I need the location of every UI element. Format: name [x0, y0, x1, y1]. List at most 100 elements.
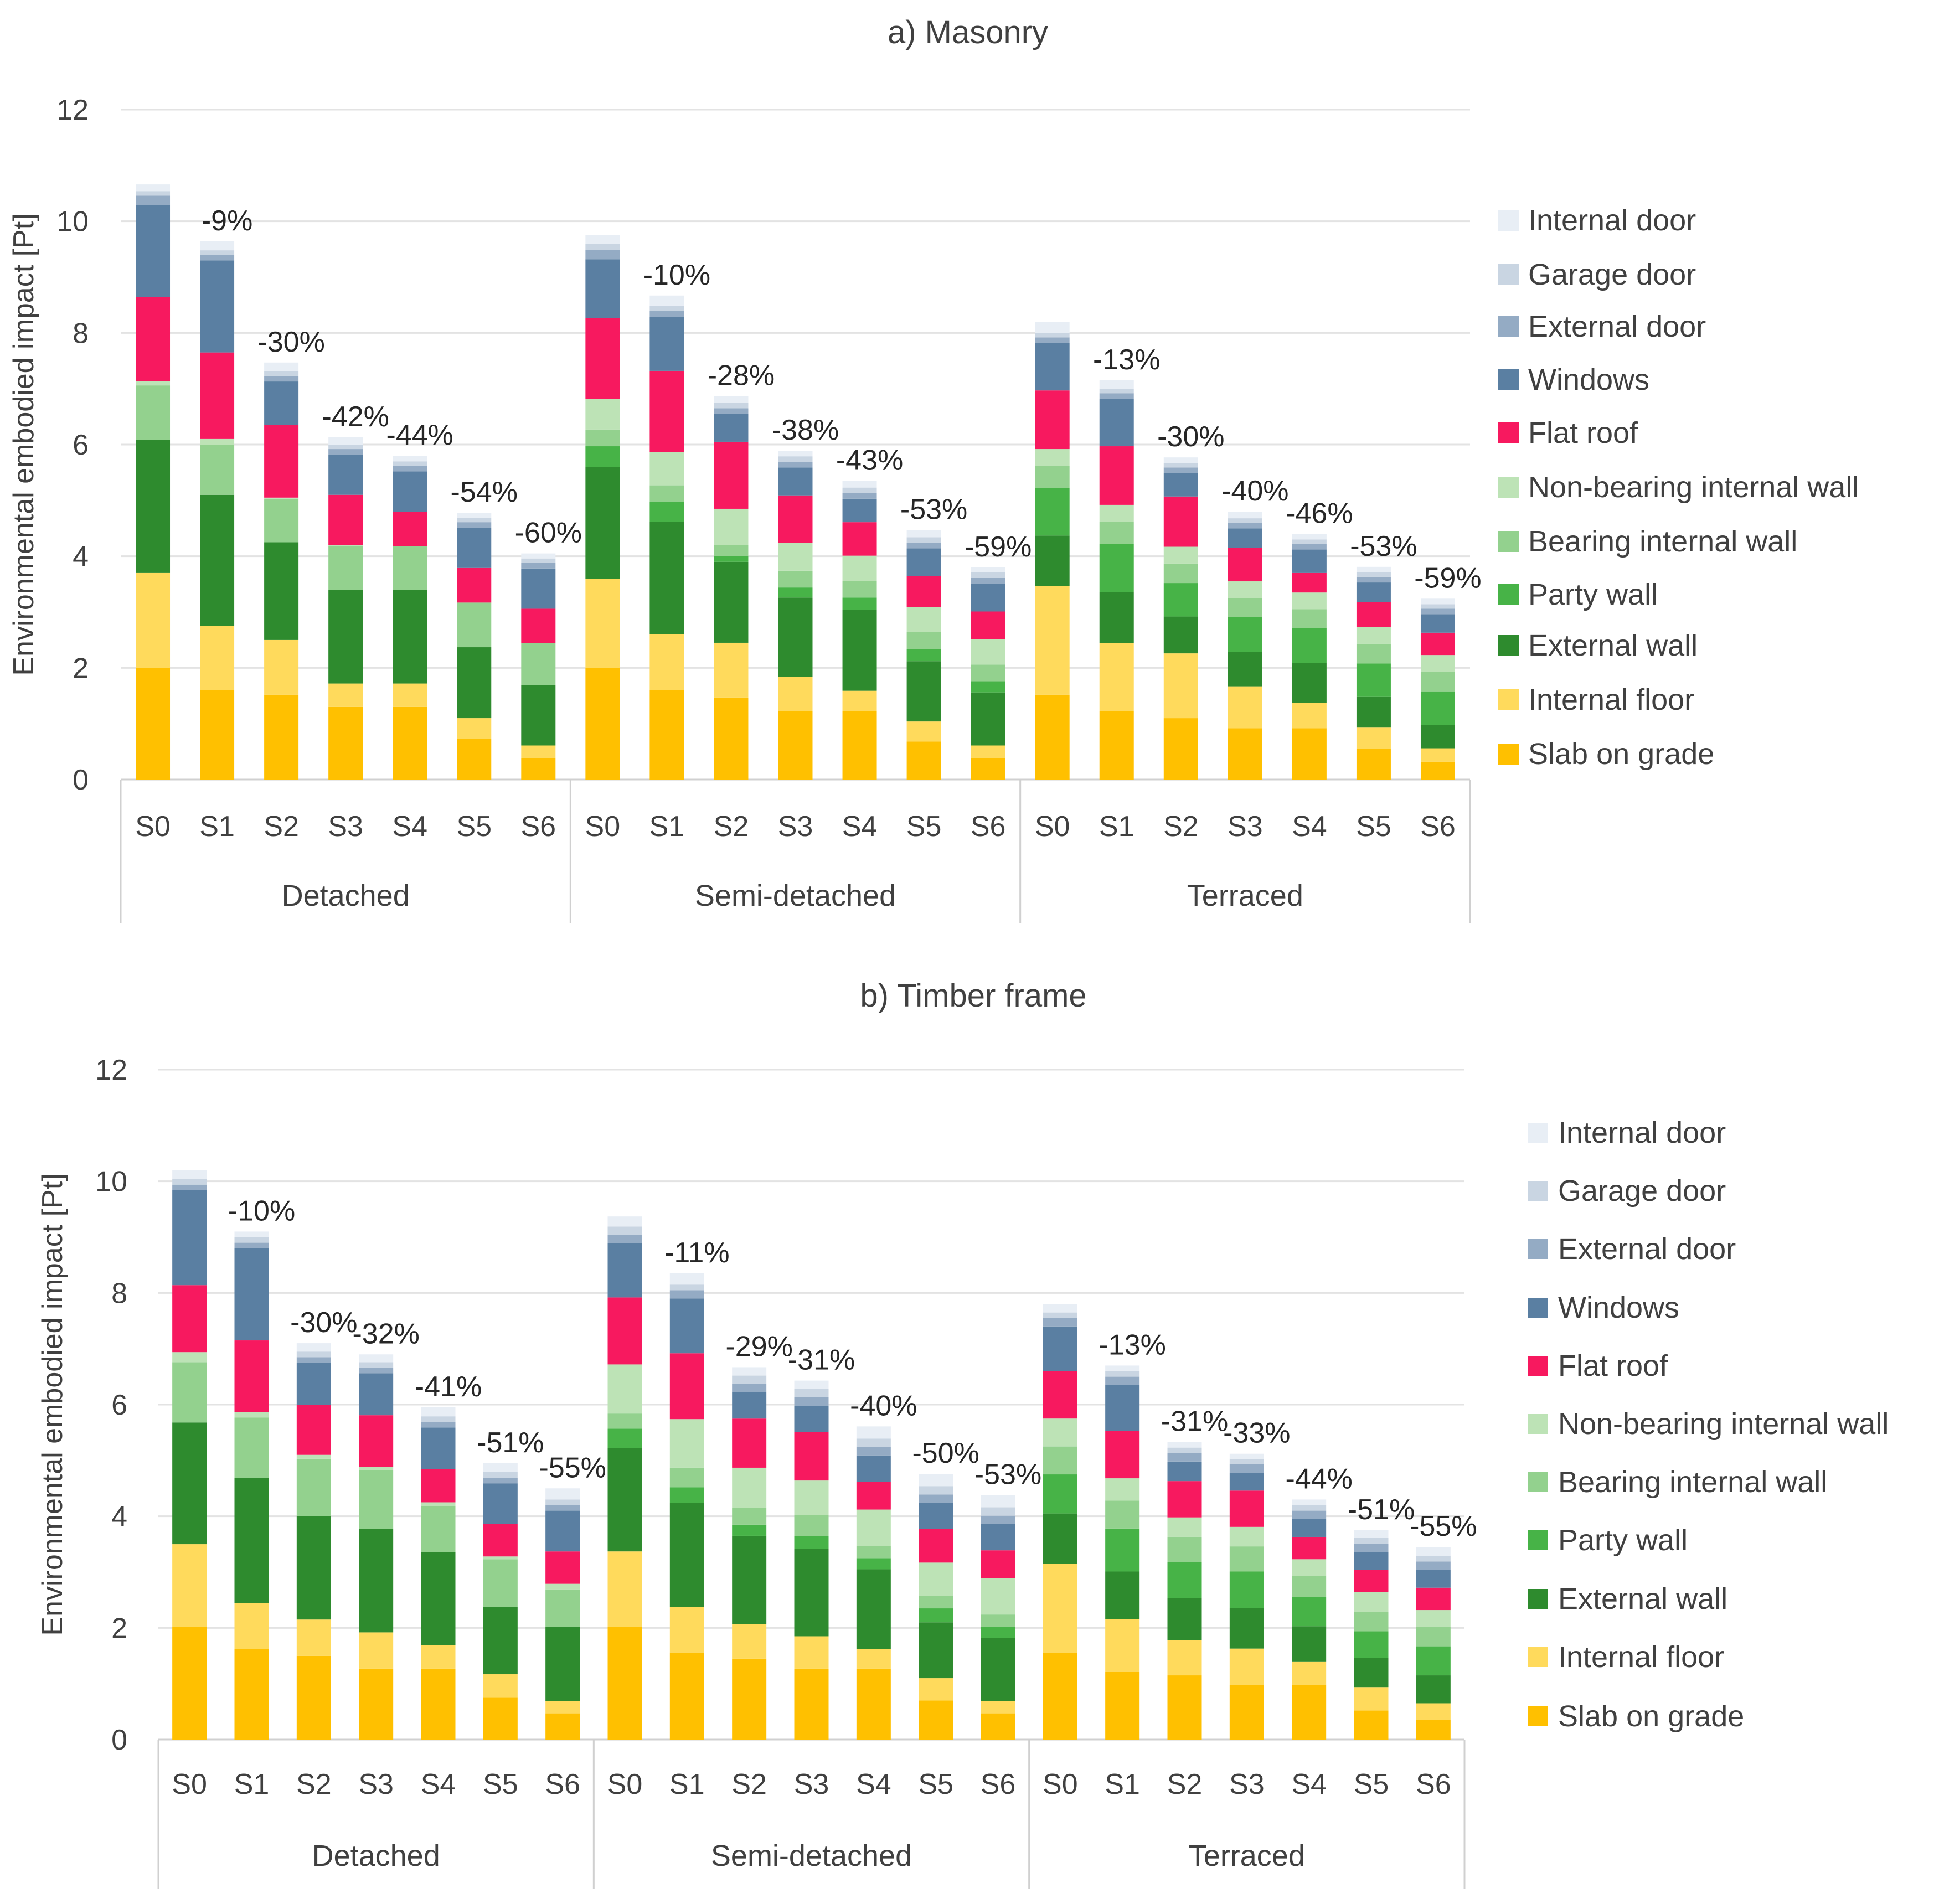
bar-segment-internal-door	[1228, 512, 1262, 519]
bar-segment-internal-door	[136, 184, 171, 192]
bar-segment-garage-door	[981, 1507, 1015, 1516]
bar-segment-garage-door	[483, 1472, 518, 1478]
bar-segment-slab-on-grade	[981, 1713, 1015, 1740]
bar-segment-non-bearing-internal-wall	[842, 555, 877, 581]
bar-segment-external-door	[842, 493, 877, 499]
bar-segment-bearing-internal-wall	[1292, 609, 1327, 628]
bar-segment-flat-roof	[842, 522, 877, 556]
bar-segment-flat-roof	[1292, 572, 1327, 593]
x-category-label: S6	[971, 811, 1006, 843]
bar-segment-internal-door	[919, 1474, 953, 1487]
bar-segment-internal-door	[521, 553, 556, 559]
bar-segment-windows	[1167, 1461, 1202, 1482]
legend-swatch	[1528, 1472, 1548, 1492]
legend-label: Internal floor	[1528, 683, 1694, 716]
bar-segment-external-wall	[457, 647, 492, 719]
bar-segment-external-wall	[359, 1529, 394, 1633]
bar-annotation: -53%	[900, 493, 967, 525]
bar-segment-garage-door	[1354, 1537, 1389, 1544]
bar-segment-non-bearing-internal-wall	[359, 1467, 394, 1470]
bar-segment-party-wall	[1292, 628, 1327, 663]
bar-segment-external-door	[1354, 1544, 1389, 1552]
x-category-label: S0	[172, 1768, 207, 1800]
bar-segment-party-wall	[1099, 544, 1134, 592]
bar-segment-garage-door	[714, 403, 749, 409]
bar-segment-external-wall	[856, 1569, 891, 1649]
bar-segment-garage-door	[778, 456, 813, 462]
bar-segment-garage-door	[264, 371, 299, 376]
bar-segment-windows	[732, 1392, 767, 1419]
bar-segment-slab-on-grade	[521, 758, 556, 780]
bar-segment-garage-door	[649, 305, 684, 312]
legend-swatch	[1528, 1298, 1548, 1318]
bar-segment-bearing-internal-wall	[1043, 1446, 1077, 1475]
bar-segment-garage-door	[1228, 518, 1262, 523]
bar-annotation: -51%	[477, 1427, 544, 1459]
bar-segment-internal-floor	[1356, 727, 1391, 749]
bar-segment-windows	[200, 260, 235, 353]
bar-segment-external-door	[136, 195, 171, 205]
bar-segment-windows	[971, 584, 1005, 612]
bar-segment-internal-floor	[585, 579, 620, 668]
legend-label: External wall	[1528, 629, 1698, 662]
legend-label: External door	[1528, 310, 1706, 343]
bar-segment-flat-roof	[971, 611, 1005, 639]
bar-segment-external-wall	[1105, 1571, 1140, 1619]
bar-annotation: -54%	[451, 476, 518, 508]
bar-annotation: -32%	[352, 1318, 419, 1350]
bar-segment-internal-door	[296, 1343, 331, 1352]
bar-segment-internal-door	[421, 1407, 456, 1417]
bar-segment-slab-on-grade	[200, 690, 235, 780]
bar-annotation: -46%	[1286, 497, 1353, 529]
bar-segment-flat-roof	[264, 425, 299, 498]
bar-segment-bearing-internal-wall	[649, 485, 684, 502]
bar-segment-garage-door	[842, 487, 877, 493]
bar-segment-non-bearing-internal-wall	[732, 1467, 767, 1508]
legend-swatch	[1498, 422, 1519, 443]
bar-segment-slab-on-grade	[1292, 728, 1327, 780]
bar-segment-slab-on-grade	[393, 706, 427, 780]
bar-segment-party-wall	[1228, 617, 1262, 652]
bar-annotation: -59%	[1414, 562, 1481, 594]
bar-segment-bearing-internal-wall	[172, 1362, 207, 1423]
bar-segment-bearing-internal-wall	[1292, 1576, 1327, 1597]
bar-segment-internal-floor	[1035, 586, 1070, 695]
bar-segment-internal-door	[1043, 1304, 1077, 1313]
bar-segment-internal-door	[607, 1216, 642, 1227]
bar-annotation: -42%	[322, 401, 389, 433]
x-category-label: S2	[1163, 811, 1199, 843]
bar-segment-slab-on-grade	[136, 668, 171, 780]
bar-segment-internal-door	[393, 456, 427, 462]
bar-segment-bearing-internal-wall	[296, 1458, 331, 1516]
bar-segment-external-wall	[328, 590, 363, 684]
legend-swatch	[1528, 1356, 1548, 1376]
bar-annotation: -30%	[1157, 421, 1224, 453]
bar-segment-bearing-internal-wall	[732, 1508, 767, 1525]
legend-label: Slab on grade	[1528, 737, 1714, 771]
bar-segment-external-door	[1043, 1318, 1077, 1327]
legend-swatch	[1498, 744, 1519, 765]
bar-segment-internal-floor	[971, 745, 1005, 758]
bar-segment-bearing-internal-wall	[842, 581, 877, 598]
x-category-label: S5	[1356, 811, 1391, 843]
legend-label: Party wall	[1528, 578, 1658, 611]
bar-segment-internal-door	[1105, 1365, 1140, 1371]
bar-segment-flat-roof	[1229, 1490, 1264, 1527]
bar-segment-internal-door	[1099, 380, 1134, 389]
bar-segment-internal-door	[200, 241, 235, 251]
bar-segment-non-bearing-internal-wall	[483, 1556, 518, 1560]
bar-segment-non-bearing-internal-wall	[545, 1583, 580, 1590]
bar-segment-external-wall	[483, 1607, 518, 1675]
bar-segment-internal-floor	[981, 1701, 1015, 1714]
x-category-label: S0	[1043, 1768, 1078, 1800]
bar-segment-garage-door	[585, 244, 620, 250]
bar-segment-external-door	[1105, 1376, 1140, 1385]
bar-segment-slab-on-grade	[919, 1700, 953, 1740]
bar-segment-internal-floor	[714, 642, 749, 698]
bar-segment-windows	[1043, 1326, 1077, 1371]
legend-label: External wall	[1558, 1582, 1727, 1616]
bar-segment-internal-door	[906, 530, 941, 538]
bar-segment-external-wall	[136, 440, 171, 573]
bar-segment-flat-roof	[359, 1415, 394, 1467]
